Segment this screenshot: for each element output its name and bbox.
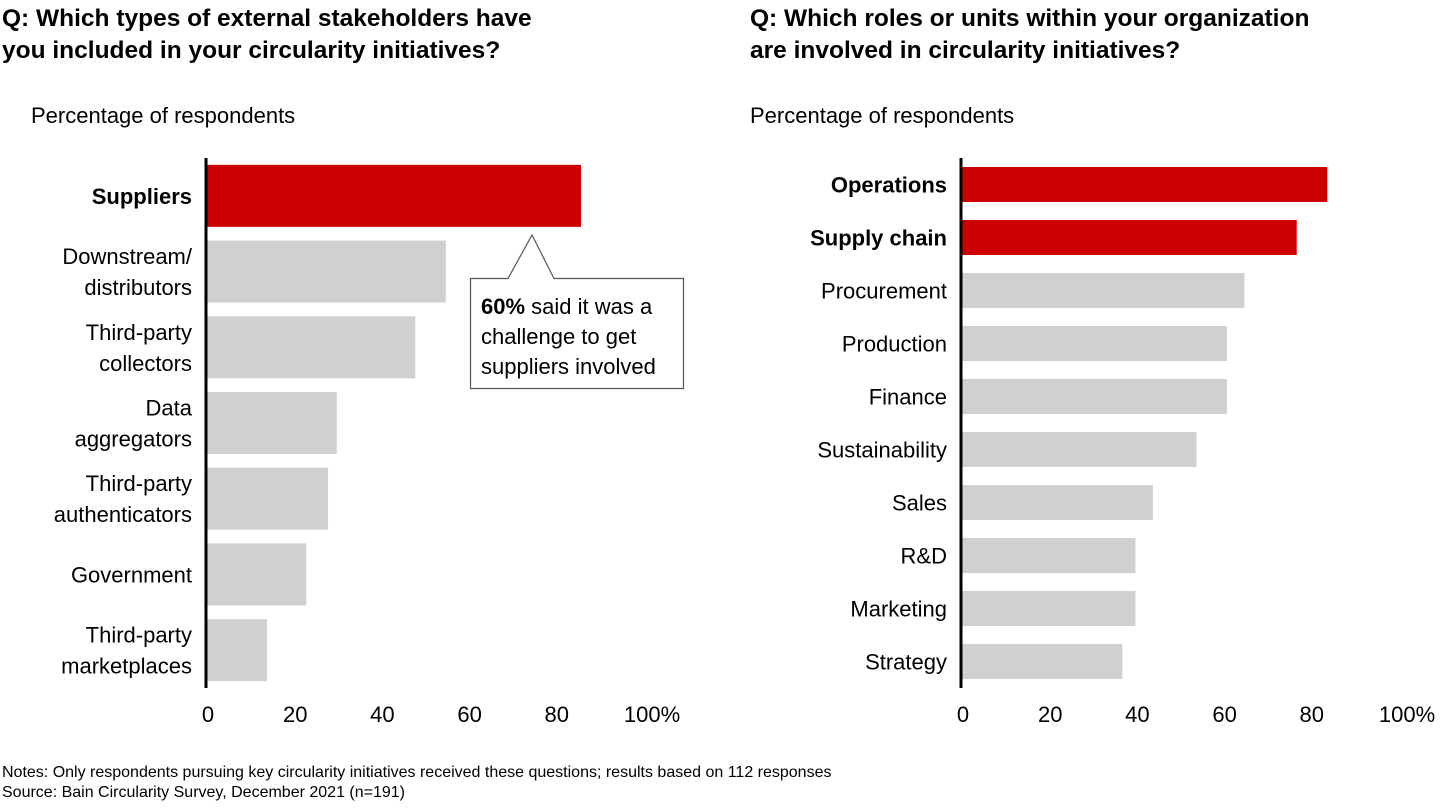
right-x-tick-label: 20 (1038, 702, 1062, 727)
right-category-label: Operations (831, 173, 947, 198)
left-category-label: Data (146, 396, 193, 421)
left-chart-title: Q: Which types of external stakeholders … (2, 3, 532, 67)
right-bar-8 (961, 538, 1136, 573)
left-bar-7 (206, 619, 268, 682)
left-category-label: Suppliers (92, 184, 192, 209)
right-bar-chart: Operations Supply chain Procurement Product… (810, 158, 1435, 727)
right-bar-3 (961, 273, 1245, 308)
left-title-line-2: you included in your circularity initiat… (2, 37, 501, 64)
left-x-tick-label: 20 (283, 702, 307, 727)
left-bar-6 (206, 543, 307, 606)
left-category-label: Third-party (86, 471, 192, 496)
source-text: Source: Bain Circularity Survey, Decembe… (2, 784, 405, 801)
right-bar-2 (961, 220, 1297, 255)
right-bar-4 (961, 326, 1227, 361)
left-bar-2 (206, 240, 446, 303)
right-x-tick-label: 0 (957, 702, 969, 727)
right-x-tick-label: 60 (1212, 702, 1236, 727)
left-x-tick-label: 60 (457, 702, 481, 727)
left-category-label: distributors (84, 275, 192, 300)
callout-percent: 60% (481, 294, 526, 319)
right-x-tick-label: 100% (1379, 702, 1435, 727)
right-category-label: Finance (869, 385, 947, 410)
left-x-tick-label: 100% (624, 702, 680, 727)
right-category-label: Marketing (850, 597, 947, 622)
right-bar-1 (961, 167, 1328, 202)
right-bar-5 (961, 379, 1227, 414)
right-category-label: Strategy (865, 650, 947, 675)
left-chart-subtitle: Percentage of respondents (31, 103, 296, 128)
left-category-label: Third-party (86, 320, 192, 345)
left-bar-4 (206, 392, 337, 454)
right-title-line-1: Q: Which roles or units within your orga… (750, 5, 1310, 32)
left-bar-chart: Suppliers Downstream/distributors Third-pa… (54, 158, 680, 727)
callout-box-shape (469, 233, 685, 390)
left-x-tick-label: 80 (545, 702, 569, 727)
left-category-label: Third-party (86, 623, 192, 648)
right-bar-6 (961, 432, 1197, 467)
left-category-label: marketplaces (61, 654, 192, 679)
left-bar-3 (206, 316, 416, 379)
left-category-label: aggregators (75, 427, 192, 452)
right-category-label: Procurement (821, 279, 947, 304)
left-category-label: collectors (99, 351, 192, 376)
left-category-label: authenticators (54, 502, 192, 527)
callout-line-1: said it was a (525, 294, 653, 319)
callout-line-3: suppliers involved (481, 354, 656, 379)
left-x-tick-label: 40 (370, 702, 394, 727)
right-x-tick-label: 40 (1125, 702, 1149, 727)
left-title-line-1: Q: Which types of external stakeholders … (2, 5, 532, 32)
right-bar-9 (961, 591, 1136, 626)
right-category-label: R&D (901, 544, 947, 569)
right-bar-7 (961, 485, 1153, 520)
left-category-label: Government (71, 562, 192, 587)
right-title-line-2: are involved in circularity initiatives? (750, 37, 1181, 64)
right-x-tick-label: 80 (1300, 702, 1324, 727)
suppliers-callout: 60% said it was a challenge to get suppl… (469, 233, 685, 390)
right-chart-subtitle: Percentage of respondents (750, 103, 1015, 128)
left-bar-5 (206, 467, 329, 530)
left-x-tick-label: 0 (202, 702, 214, 727)
left-bar-1 (206, 164, 581, 227)
callout-line-2: challenge to get (481, 324, 637, 349)
right-category-label: Sales (892, 491, 947, 516)
callout-text: 60% said it was a challenge to get suppl… (481, 292, 656, 382)
right-category-label: Production (842, 332, 947, 357)
notes-text: Notes: Only respondents pursuing key cir… (2, 764, 832, 781)
right-category-label: Supply chain (810, 226, 947, 251)
footer-notes: Notes: Only respondents pursuing key cir… (2, 763, 831, 803)
right-chart-title: Q: Which roles or units within your orga… (750, 3, 1309, 67)
right-category-label: Sustainability (817, 438, 947, 463)
left-category-label: Downstream/ (62, 244, 192, 269)
right-bar-10 (961, 644, 1123, 679)
